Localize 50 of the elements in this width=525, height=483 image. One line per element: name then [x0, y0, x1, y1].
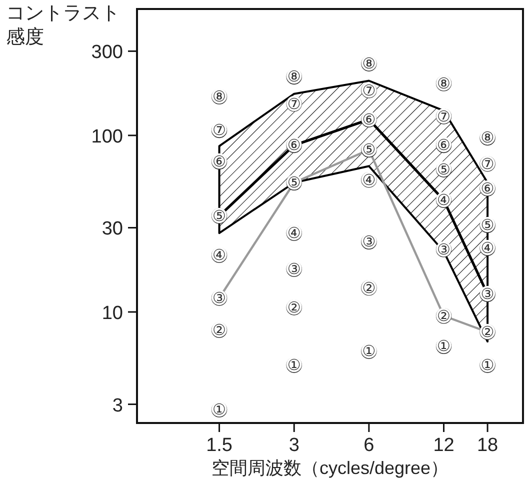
text: ① [437, 337, 450, 356]
text: ① [362, 342, 376, 360]
x-tick-label: 1.5 [206, 435, 232, 456]
series-label: ⑤ [212, 206, 226, 225]
series-label: ① [212, 400, 226, 419]
text: ④ [287, 224, 301, 242]
text: ② [287, 298, 301, 316]
text: ① [480, 356, 494, 374]
y-tick-label: 10 [102, 302, 123, 324]
text: ⑦ [362, 81, 376, 100]
text: ③ [437, 240, 450, 258]
text: ⑤ [362, 140, 376, 159]
text: ⑥ [287, 136, 301, 154]
series-label: ⑦ [212, 121, 226, 140]
x-axis-title: 空間周波数（cycles/degree） [210, 457, 450, 480]
x-tick-label: 6 [364, 435, 374, 456]
text: ⑦ [480, 154, 494, 173]
y-tick-label: 100 [91, 126, 123, 148]
text: ④ [362, 170, 376, 189]
x-tick-label: 12 [433, 435, 454, 456]
series-label: ⑥ [212, 152, 226, 171]
text: ⑤ [480, 216, 494, 234]
series-label: ⑧ [212, 88, 226, 106]
text: ③ [287, 260, 301, 278]
text: ⑦ [437, 107, 450, 126]
text: ② [480, 323, 494, 341]
text: ④ [480, 239, 494, 258]
y-tick-label: 3 [112, 395, 123, 416]
x-tick-label: 18 [476, 435, 498, 456]
text: ⑥ [437, 136, 450, 154]
text: ⑧ [480, 128, 494, 147]
text: ⑦ [287, 94, 301, 113]
text: ① [287, 356, 301, 374]
text: ⑥ [362, 110, 376, 129]
x-tick-label: 3 [288, 435, 300, 456]
text: ③ [480, 285, 494, 304]
series-label: ③ [212, 288, 226, 307]
text: ⑥ [480, 180, 494, 198]
y-tick-label: 30 [102, 218, 123, 240]
text: ② [362, 278, 376, 297]
text: ③ [362, 232, 376, 251]
text: ② [437, 306, 450, 325]
text: ⑧ [362, 54, 376, 73]
text: ⑧ [437, 74, 450, 92]
text: ⑤ [437, 160, 450, 179]
text: ④ [437, 191, 450, 210]
series-label: ④ [212, 246, 226, 264]
series-label: ② [212, 321, 226, 340]
text: ⑤ [287, 174, 301, 192]
text: ⑧ [287, 68, 301, 86]
